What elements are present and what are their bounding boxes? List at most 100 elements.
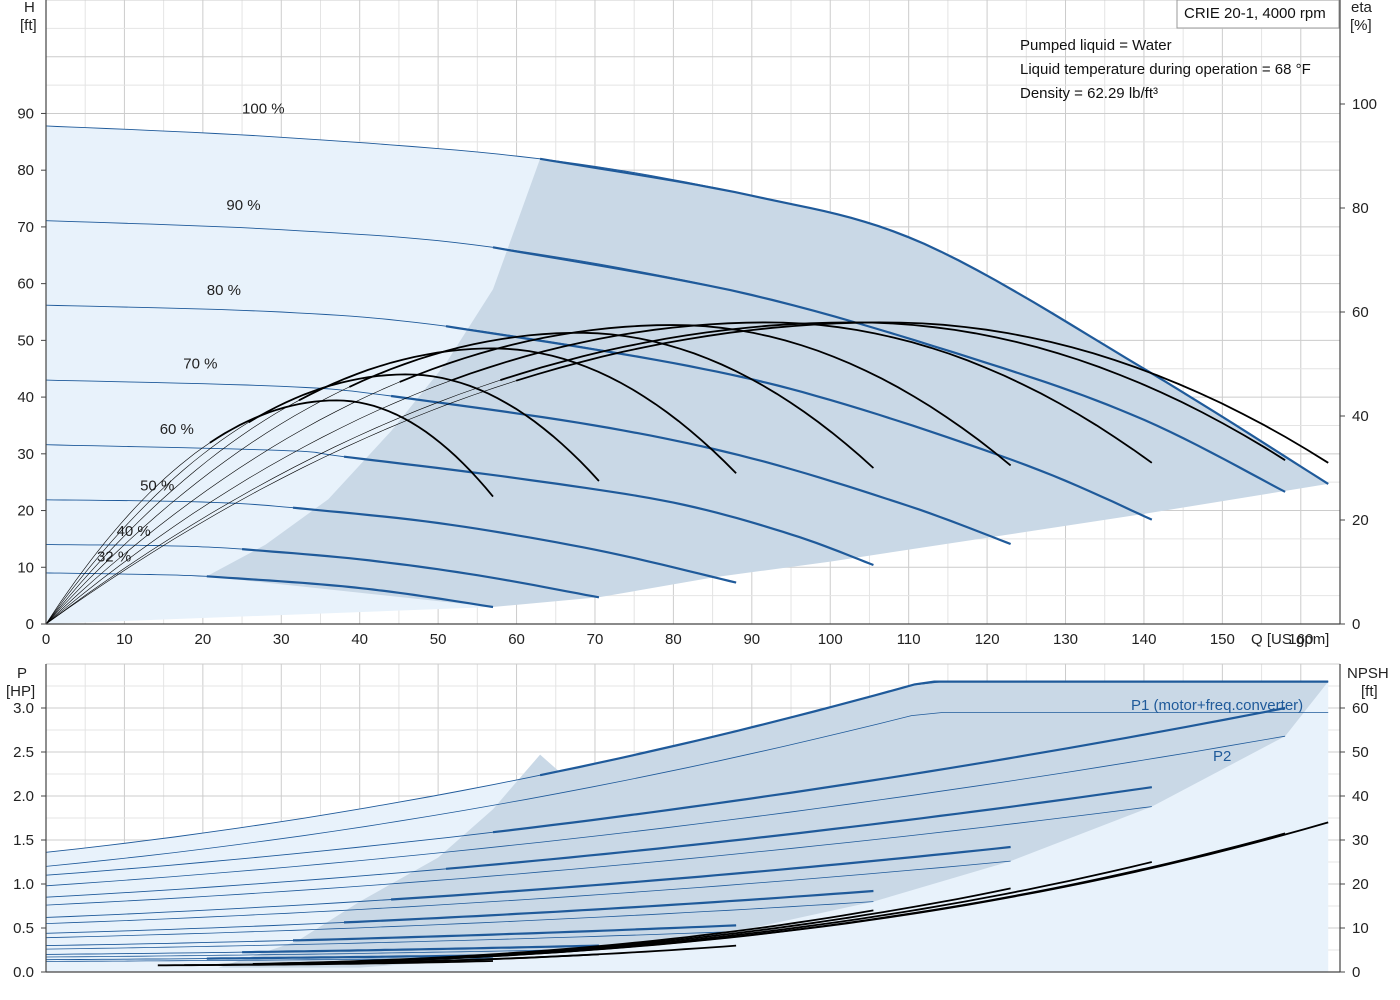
- flow-tick-label: 40: [351, 631, 368, 648]
- p2-curve: [45, 931, 737, 950]
- speed-label: 40 %: [117, 523, 151, 540]
- p1-curve: [391, 845, 1011, 901]
- speed-label: 80 %: [207, 282, 241, 299]
- flow-tick-label: 140: [1131, 631, 1156, 648]
- flow-tick-label: 120: [975, 631, 1000, 648]
- head-tick-label: 80: [17, 162, 34, 179]
- npsh-tick-label: 40: [1352, 788, 1369, 805]
- power-tick-label: 2.5: [13, 744, 34, 761]
- p2-curve: [45, 806, 1152, 906]
- flow-tick-label: 150: [1210, 631, 1235, 648]
- npsh-tick-label: 20: [1352, 876, 1369, 893]
- eta-tick-label: 40: [1352, 408, 1369, 425]
- flow-tick-label: 50: [430, 631, 447, 648]
- speed-label: 32 %: [97, 549, 131, 566]
- flow-axis-title: Q [US gpm]: [1251, 631, 1329, 648]
- p1-curve: [242, 944, 599, 954]
- efficiency-curve: [248, 373, 600, 482]
- p1-curve: [292, 924, 737, 942]
- head-tick-label: 90: [17, 105, 34, 122]
- efficiency-curve: [298, 347, 737, 474]
- note-temperature: Liquid temperature during operation = 68…: [1020, 61, 1311, 78]
- head-tick-label: 50: [17, 332, 34, 349]
- power-tick-label: 2.0: [13, 788, 34, 805]
- npsh-tick-label: 10: [1352, 920, 1369, 937]
- model-box: [1176, 0, 1340, 29]
- head-curve-32: [206, 575, 494, 609]
- p1-curve: [343, 889, 874, 924]
- power-tick-label: 3.0: [13, 700, 34, 717]
- head-tick-label: 60: [17, 276, 34, 293]
- head-curve-90: [492, 246, 1286, 493]
- p2-series-label: P2: [1213, 748, 1231, 765]
- head-curve-100: [539, 157, 1329, 485]
- head-tick-label: 20: [17, 503, 34, 520]
- efficiency-curves: [45, 321, 1329, 625]
- flow-tick-label: 90: [743, 631, 760, 648]
- eta-tick-label: 60: [1352, 304, 1369, 321]
- model-label: CRIE 20-1, 4000 rpm: [1184, 5, 1326, 22]
- efficiency-curve: [515, 321, 1329, 464]
- head-curve-40: [242, 548, 600, 599]
- flow-tick-label: 60: [508, 631, 525, 648]
- p2-curve: [45, 712, 1329, 867]
- head-axis-unit: [ft]: [20, 17, 37, 34]
- power-tick-label: 1.5: [13, 832, 34, 849]
- eta-axis-unit: [%]: [1350, 17, 1372, 34]
- flow-tick-label: 70: [587, 631, 604, 648]
- npsh-tick-label: 60: [1352, 700, 1369, 717]
- note-density: Density = 62.29 lb/ft³: [1020, 85, 1158, 102]
- flow-tick-label: 130: [1053, 631, 1078, 648]
- speed-label: 60 %: [160, 421, 194, 438]
- speed-label: 70 %: [183, 356, 217, 373]
- eta-tick-label: 0: [1352, 616, 1360, 633]
- p2-curve: [45, 860, 1011, 924]
- efficiency-curve: [399, 324, 1012, 467]
- flow-tick-label: 160: [1288, 631, 1313, 648]
- npsh-curve: [218, 944, 737, 966]
- power-curves: [45, 680, 1329, 962]
- p1-curve: [539, 680, 1329, 777]
- head-curve-50: [292, 506, 737, 584]
- power-operating-region: [218, 681, 1329, 968]
- p2-curve: [45, 948, 599, 958]
- flow-tick-label: 30: [273, 631, 290, 648]
- eta-tick-label: 20: [1352, 512, 1369, 529]
- flow-tick-label: 110: [897, 631, 921, 648]
- power-axis-unit: [HP]: [6, 683, 35, 700]
- head-curves: 100 % 90 % 80 % 70 % 60 % 50 % 40 % 32 %: [45, 100, 1329, 609]
- p2-curve: [45, 735, 1286, 887]
- flow-tick-label: 0: [42, 631, 50, 648]
- npsh-axis-title: NPSH: [1347, 665, 1389, 682]
- efficiency-curve: [500, 321, 1286, 461]
- flow-tick-label: 20: [195, 631, 212, 648]
- p1-series-label: P1 (motor+freq.converter): [1131, 697, 1303, 714]
- head-tick-label: 30: [17, 446, 34, 463]
- power-tick-label: 1.0: [13, 876, 34, 893]
- note-liquid: Pumped liquid = Water: [1020, 37, 1172, 54]
- power-axis-title: P: [17, 665, 27, 682]
- npsh-tick-label: 30: [1352, 832, 1369, 849]
- npsh-axis-unit: [ft]: [1361, 683, 1378, 700]
- head-curve-80: [445, 325, 1153, 521]
- speed-label: 100 %: [242, 100, 285, 117]
- head-tick-label: 0: [26, 616, 34, 633]
- power-tick-label: 0.0: [13, 964, 34, 981]
- eta-axis-title: eta: [1351, 0, 1373, 16]
- speed-label: 90 %: [226, 197, 260, 214]
- power-chart-areas: [46, 681, 1329, 972]
- head-axis-title: H: [24, 0, 35, 16]
- npsh-curves: [157, 821, 1329, 967]
- npsh-tick-label: 50: [1352, 744, 1369, 761]
- flow-tick-label: 80: [665, 631, 682, 648]
- head-tick-label: 40: [17, 389, 34, 406]
- npsh-curve: [366, 821, 1329, 963]
- power-chart-axes: 0.0 0.5 1.0 1.5 2.0 2.5 3.0 0 10 20 30 40 50 60: [13, 664, 1369, 981]
- efficiency-curve: [349, 331, 875, 469]
- speed-label: 50 %: [140, 478, 174, 495]
- p1-curve: [206, 954, 494, 960]
- p1-curve: [492, 706, 1286, 834]
- eta-tick-label: 100: [1352, 96, 1377, 113]
- flow-tick-label: 100: [818, 631, 843, 648]
